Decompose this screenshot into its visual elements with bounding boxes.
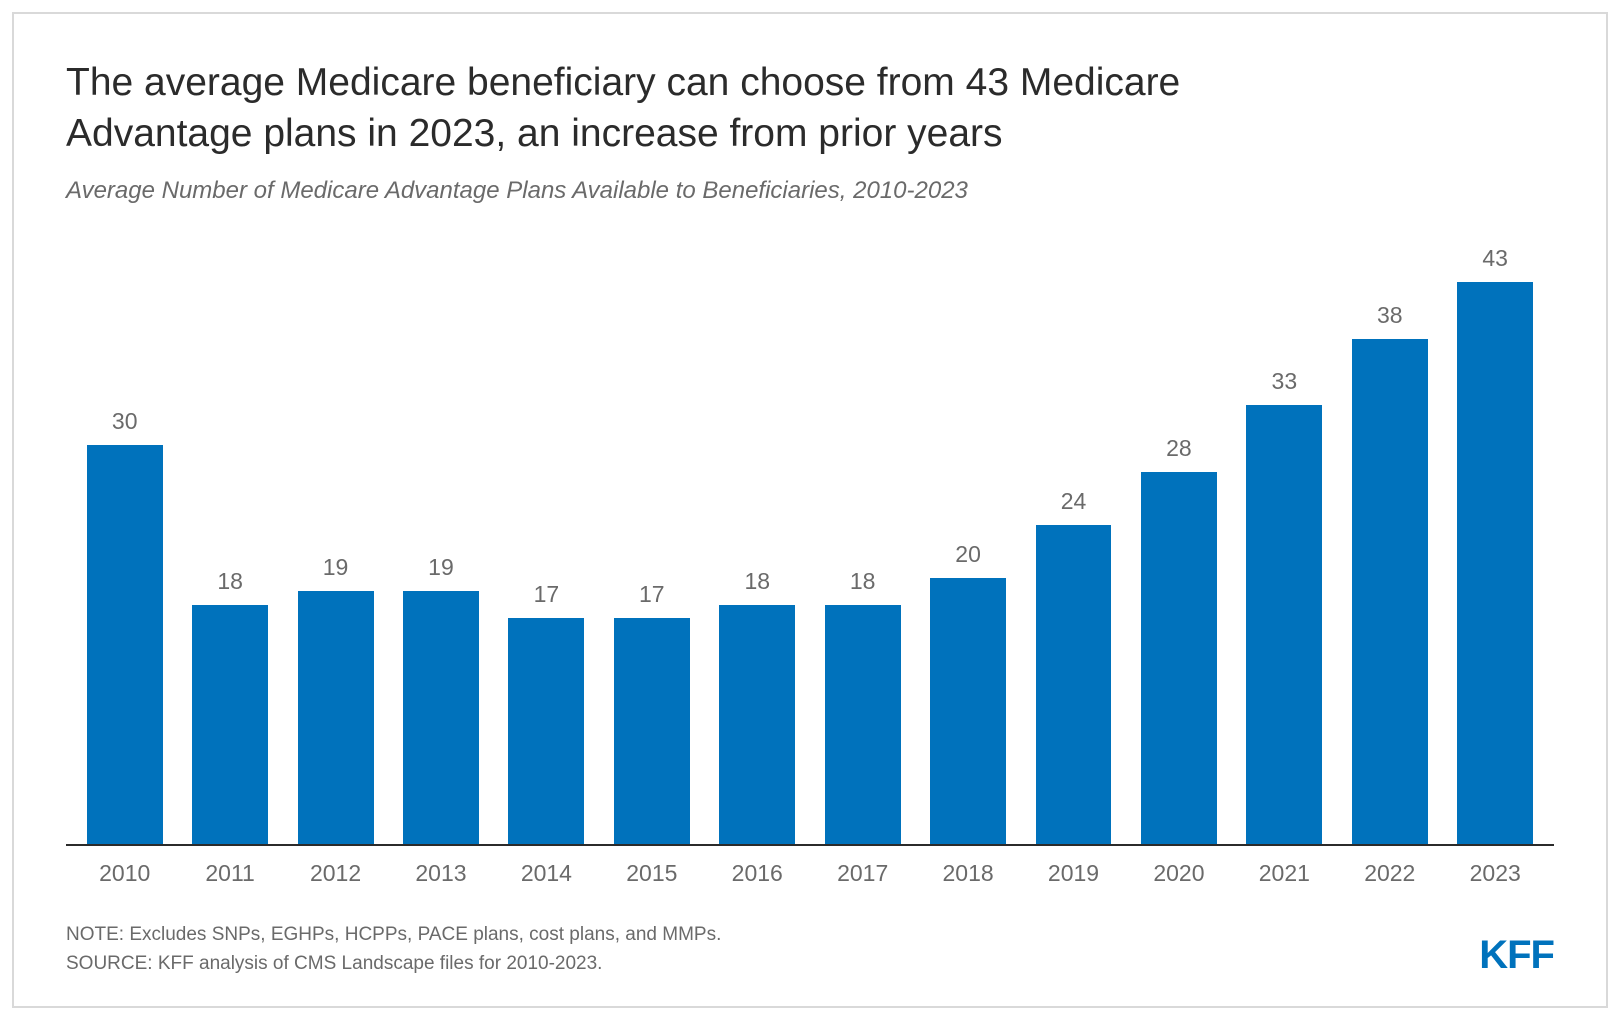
x-axis-label: 2011 — [177, 860, 282, 887]
x-axis-label: 2015 — [599, 860, 704, 887]
bar — [1457, 282, 1533, 844]
bar-value-label: 18 — [744, 568, 770, 595]
x-axis-label: 2010 — [72, 860, 177, 887]
bar-slot: 19 — [283, 245, 388, 844]
bar — [719, 605, 795, 844]
kff-logo: KFF — [1479, 933, 1554, 978]
chart-footer: NOTE: Excludes SNPs, EGHPs, HCPPs, PACE … — [66, 921, 1554, 978]
bar-value-label: 30 — [112, 408, 138, 435]
bar — [825, 605, 901, 844]
bar-value-label: 28 — [1166, 435, 1192, 462]
x-axis-label: 2022 — [1337, 860, 1442, 887]
bar-slot: 33 — [1232, 245, 1337, 844]
bar-slot: 17 — [494, 245, 599, 844]
bar-value-label: 20 — [955, 541, 981, 568]
bar — [298, 591, 374, 844]
chart-area: 3018191917171818202428333843 20102011201… — [66, 245, 1554, 887]
bar-slot: 18 — [177, 245, 282, 844]
bar — [614, 618, 690, 844]
x-axis-labels: 2010201120122013201420152016201720182019… — [66, 846, 1554, 887]
x-axis-label: 2020 — [1126, 860, 1231, 887]
bar-value-label: 19 — [428, 554, 454, 581]
x-axis-label: 2019 — [1021, 860, 1126, 887]
x-axis-label: 2012 — [283, 860, 388, 887]
bar — [508, 618, 584, 844]
footer-notes: NOTE: Excludes SNPs, EGHPs, HCPPs, PACE … — [66, 921, 721, 978]
bar-value-label: 18 — [850, 568, 876, 595]
x-axis-label: 2014 — [494, 860, 599, 887]
source-text: SOURCE: KFF analysis of CMS Landscape fi… — [66, 950, 721, 979]
chart-title: The average Medicare beneficiary can cho… — [66, 58, 1366, 159]
bar — [1036, 525, 1112, 844]
bar-slot: 24 — [1021, 245, 1126, 844]
bar-value-label: 17 — [534, 581, 560, 608]
bar — [1246, 405, 1322, 844]
bar — [1352, 339, 1428, 845]
bar-value-label: 38 — [1377, 302, 1403, 329]
bar-slot: 30 — [72, 245, 177, 844]
bar-value-label: 43 — [1482, 245, 1508, 272]
bar-value-label: 24 — [1061, 488, 1087, 515]
bar-value-label: 33 — [1272, 368, 1298, 395]
bars-row: 30 18 19 19 17 17 18 18 20 24 28 33 38 43 — [66, 245, 1554, 846]
bar-value-label: 18 — [217, 568, 243, 595]
bar-slot: 38 — [1337, 245, 1442, 844]
bar-slot: 18 — [810, 245, 915, 844]
note-text: NOTE: Excludes SNPs, EGHPs, HCPPs, PACE … — [66, 921, 721, 950]
bar-slot: 19 — [388, 245, 493, 844]
bar — [1141, 472, 1217, 844]
bar-slot: 28 — [1126, 245, 1231, 844]
bar-value-label: 19 — [323, 554, 349, 581]
bar — [930, 578, 1006, 844]
bar-slot: 43 — [1442, 245, 1547, 844]
x-axis-label: 2016 — [705, 860, 810, 887]
x-axis-label: 2013 — [388, 860, 493, 887]
bar — [192, 605, 268, 844]
x-axis-label: 2017 — [810, 860, 915, 887]
bar-slot: 20 — [915, 245, 1020, 844]
bar — [403, 591, 479, 844]
x-axis-label: 2023 — [1442, 860, 1547, 887]
x-axis-label: 2018 — [915, 860, 1020, 887]
x-axis-label: 2021 — [1232, 860, 1337, 887]
bar-slot: 17 — [599, 245, 704, 844]
chart-container: The average Medicare beneficiary can cho… — [12, 12, 1608, 1008]
bar — [87, 445, 163, 844]
bar-value-label: 17 — [639, 581, 665, 608]
bar-slot: 18 — [705, 245, 810, 844]
chart-subtitle: Average Number of Medicare Advantage Pla… — [66, 177, 1554, 205]
